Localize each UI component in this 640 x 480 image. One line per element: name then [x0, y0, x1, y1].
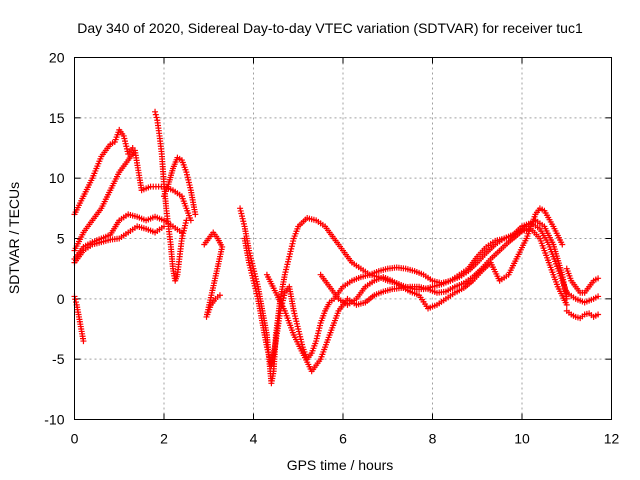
series-trace-lowest [71, 223, 167, 266]
data-point [152, 111, 159, 118]
data-point [595, 311, 602, 318]
x-tick-label: 2 [160, 431, 168, 447]
data-points [71, 108, 602, 387]
data-point [153, 114, 160, 121]
series-trace-4h-b [241, 219, 570, 369]
data-point [183, 217, 190, 224]
y-tick-label: 20 [49, 50, 65, 66]
data-point [80, 338, 87, 345]
y-tick-label: -5 [52, 351, 65, 367]
data-point [563, 301, 570, 308]
data-point [216, 292, 223, 299]
data-point [595, 293, 602, 300]
y-tick-label: 15 [49, 110, 65, 126]
series-trace-upper [71, 126, 136, 218]
grid-lines [74, 57, 612, 420]
chart-title: Day 340 of 2020, Sidereal Day-to-day VTE… [77, 20, 583, 36]
x-tick-label: 8 [429, 431, 437, 447]
series-tail-11h [563, 265, 602, 322]
y-tick-label: 0 [57, 291, 65, 307]
data-point [595, 275, 602, 282]
y-axis-label: SDTVAR / TECUs [6, 182, 22, 294]
data-point [72, 296, 79, 303]
series-bump-2-5 [161, 154, 199, 218]
series-trace-4h-d [317, 205, 566, 312]
x-axis-label: GPS time / hours [287, 457, 394, 473]
series-trace-4h-c [263, 217, 570, 375]
y-tick-label: 5 [57, 231, 65, 247]
data-point [152, 108, 159, 115]
data-point [559, 241, 566, 248]
data-point [192, 211, 199, 218]
x-tick-label: 4 [250, 431, 258, 447]
series-spike-2 [152, 108, 190, 284]
series-bump-3 [201, 229, 226, 320]
x-tick-label: 0 [71, 431, 79, 447]
series-trace-middle [71, 147, 194, 254]
x-tick-label: 12 [604, 431, 620, 447]
x-tick-label: 10 [514, 431, 530, 447]
y-tick-label: -10 [44, 412, 64, 428]
data-point [563, 295, 570, 302]
x-tick-label: 6 [339, 431, 347, 447]
tick-labels: 0 2 4 6 8 10 12 -10 -5 0 5 10 15 20 [44, 50, 619, 447]
data-point [72, 299, 79, 306]
plot-frame [74, 57, 612, 420]
y-tick-label: 10 [49, 170, 65, 186]
